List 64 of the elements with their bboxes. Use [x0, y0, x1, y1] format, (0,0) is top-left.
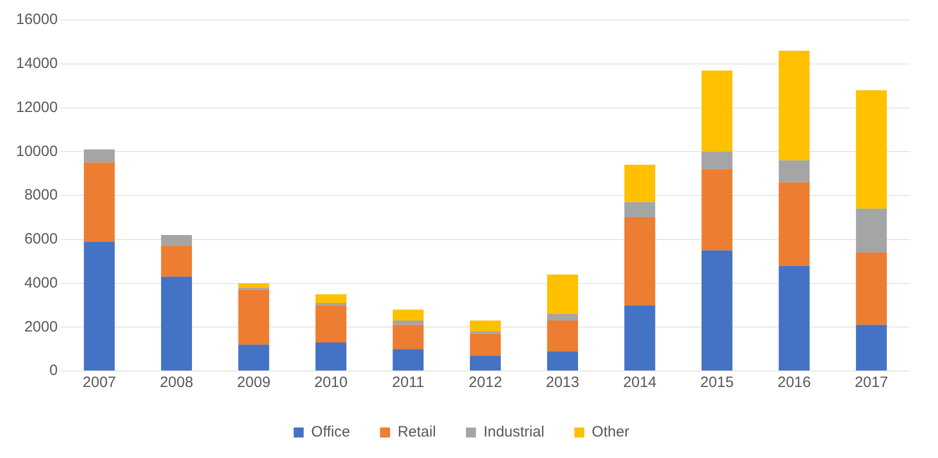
bar — [856, 324, 887, 370]
y-tick-label: 14000 — [16, 55, 58, 72]
bar — [702, 70, 732, 152]
bar — [470, 320, 501, 332]
bar — [316, 342, 346, 370]
legend-label: Industrial — [483, 424, 544, 441]
bar — [624, 164, 656, 202]
bar — [624, 305, 656, 370]
bar — [624, 217, 656, 306]
x-tick-label: 2017 — [854, 374, 888, 392]
bar — [238, 344, 270, 370]
bar — [778, 182, 810, 266]
bar — [316, 294, 346, 303]
x-tick-label: 2015 — [700, 374, 734, 392]
bar — [84, 242, 115, 370]
bar — [316, 305, 346, 342]
y-tick-label: 10000 — [16, 142, 58, 160]
x-tick-label: 2008 — [160, 374, 194, 392]
bar — [547, 274, 578, 314]
bar — [470, 334, 501, 356]
bar — [547, 314, 578, 321]
y-tick-label: 12000 — [16, 98, 58, 116]
legend-label: Other — [592, 424, 630, 441]
x-tick-label: 2011 — [392, 374, 424, 392]
bar — [778, 266, 810, 370]
bar — [161, 234, 192, 246]
bar — [238, 290, 270, 345]
bar — [470, 356, 501, 370]
x-tick-label: 2013 — [546, 374, 580, 392]
bar — [316, 302, 346, 306]
bar — [856, 208, 887, 253]
x-tick-label: 2009 — [237, 374, 270, 392]
bar — [702, 152, 732, 170]
y-tick-label: 8000 — [24, 186, 58, 204]
bar — [856, 252, 887, 325]
bar — [392, 310, 424, 321]
x-tick-label: 2007 — [82, 374, 116, 392]
bar — [702, 169, 732, 250]
y-tick-label: 16000 — [16, 11, 58, 28]
bar — [238, 283, 270, 288]
bar — [392, 324, 424, 350]
bar — [161, 246, 192, 277]
bar — [547, 320, 578, 352]
bar — [547, 351, 578, 370]
y-tick-label: 4000 — [24, 274, 58, 292]
x-tick-label: 2014 — [623, 374, 656, 392]
y-tick-label: 0 — [49, 362, 58, 380]
bar — [624, 202, 656, 218]
y-tick-label: 6000 — [24, 230, 58, 248]
x-tick-label: 2016 — [778, 374, 811, 392]
bar — [702, 250, 732, 370]
y-tick-label: 2000 — [24, 318, 58, 336]
bar — [84, 149, 115, 163]
bar — [84, 162, 115, 242]
x-tick-label: 2012 — [468, 374, 502, 392]
bar — [161, 276, 192, 370]
legend-label: Retail — [398, 424, 436, 441]
bar — [392, 320, 424, 325]
bar — [778, 50, 810, 160]
x-tick-label: 2010 — [314, 374, 348, 392]
bar — [856, 90, 887, 209]
legend-label: Office — [311, 424, 350, 441]
bar — [778, 160, 810, 182]
bar — [392, 349, 424, 370]
